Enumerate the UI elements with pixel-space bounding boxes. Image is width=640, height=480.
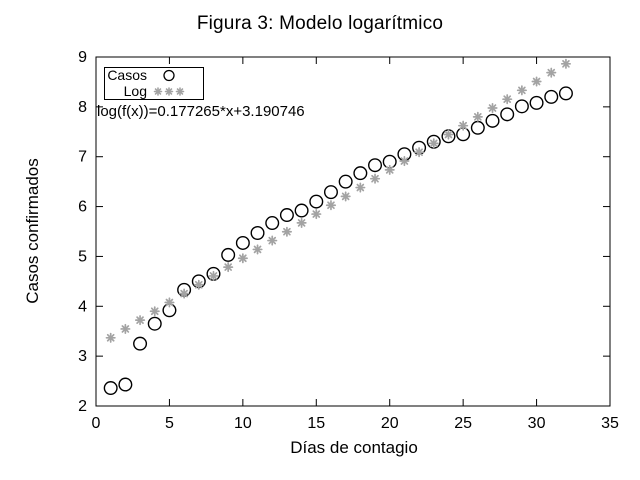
svg-text:9: 9	[78, 49, 87, 66]
svg-text:15: 15	[307, 415, 325, 432]
chart-title: Figura 3: Modelo logarítmico	[196, 13, 444, 34]
svg-text:7: 7	[78, 149, 87, 166]
svg-text:3: 3	[78, 348, 87, 365]
y-axis-label: Casos confirmados	[23, 158, 42, 304]
legend-label-casos: Casos	[107, 67, 147, 84]
svg-text:5: 5	[78, 248, 87, 265]
svg-text:25: 25	[454, 415, 472, 432]
circle-marker-icon	[163, 70, 175, 82]
svg-text:10: 10	[234, 415, 252, 432]
svg-text:6: 6	[78, 199, 87, 216]
fit-equation: log(f(x))=0.177265*x+3.190746	[97, 103, 305, 120]
legend: Casos Log	[104, 67, 204, 100]
svg-text:4: 4	[78, 298, 87, 315]
svg-text:8: 8	[78, 99, 87, 116]
svg-text:5: 5	[165, 415, 174, 432]
x-axis-label: Días de contagio	[290, 438, 418, 457]
asterisk-marker-icon	[153, 86, 185, 96]
legend-item-casos: Casos	[105, 68, 203, 83]
svg-text:30: 30	[528, 415, 546, 432]
svg-text:2: 2	[78, 398, 87, 415]
svg-text:0: 0	[92, 415, 101, 432]
svg-text:35: 35	[601, 415, 619, 432]
legend-label-log: Log	[123, 82, 147, 99]
svg-text:20: 20	[381, 415, 399, 432]
legend-item-log: Log	[105, 82, 203, 99]
